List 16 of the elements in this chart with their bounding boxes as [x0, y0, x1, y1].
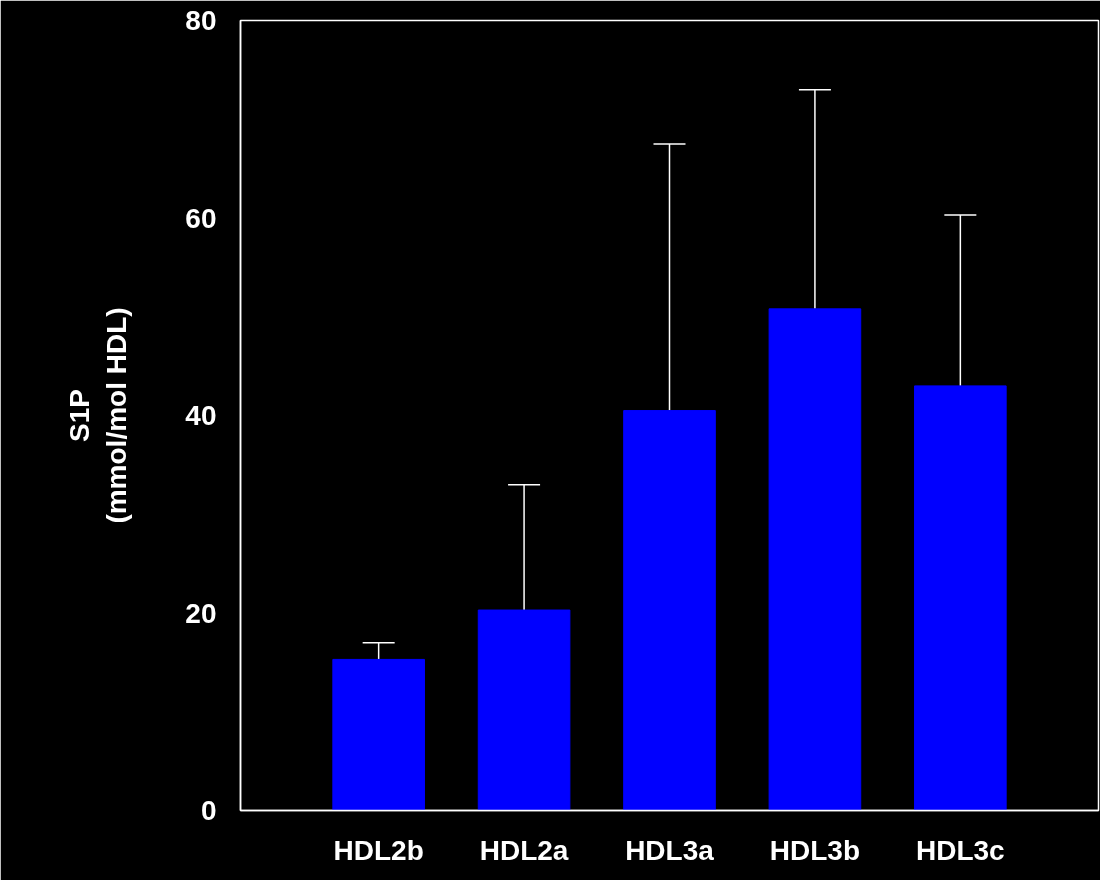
- bar: [914, 385, 1007, 811]
- bar: [623, 410, 716, 811]
- x-tick-label: HDL2a: [479, 834, 569, 866]
- y-tick-label: 80: [185, 5, 217, 36]
- x-tick-label: HDL3b: [769, 834, 861, 866]
- x-tick-label: HDL2b: [333, 834, 424, 866]
- y-tick-label: 40: [185, 400, 217, 431]
- y-axis-title: S1P (mmol/mol HDL): [64, 307, 133, 524]
- bar: [332, 658, 425, 811]
- y-tick-label: 20: [185, 597, 217, 629]
- y-tick-label: 0: [200, 795, 217, 826]
- x-tick-label: HDL3c: [916, 834, 1005, 866]
- y-tick-label: 60: [185, 202, 217, 234]
- bar: [477, 609, 571, 811]
- bar: [768, 308, 862, 811]
- x-tick-label: HDL3a: [625, 834, 715, 866]
